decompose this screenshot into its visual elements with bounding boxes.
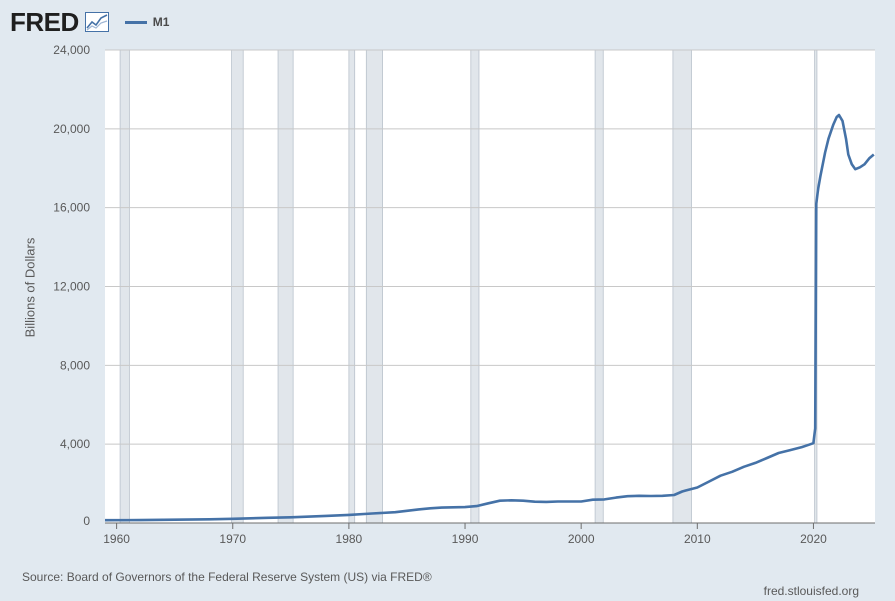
series-line-m1 [104, 113, 875, 522]
chart-legend: M1 [124, 15, 170, 29]
chart-header: FRED M1 [10, 8, 169, 36]
x-tick-label: 2010 [684, 532, 711, 546]
legend-swatch [124, 20, 147, 24]
y-tick-label: 24,000 [53, 43, 90, 57]
y-tick-label: 8,000 [60, 358, 90, 372]
y-tick-label: 16,000 [53, 201, 90, 215]
x-tick-label: 1960 [103, 532, 130, 546]
x-tick-label: 1990 [452, 532, 479, 546]
site-link[interactable]: fred.stlouisfed.org [763, 584, 859, 598]
fred-logo[interactable]: FRED [10, 7, 79, 37]
legend-label: M1 [152, 15, 170, 29]
y-axis-label: Billions of Dollars [22, 237, 38, 338]
y-tick-label: 20,000 [53, 122, 90, 136]
x-tick-label: 1970 [219, 532, 246, 546]
source-note: Source: Board of Governors of the Federa… [22, 570, 432, 584]
x-tick-label: 2020 [800, 532, 827, 546]
x-tick-label: 2000 [568, 532, 595, 546]
y-tick-label: 4,000 [60, 437, 90, 451]
line-chart-icon [84, 12, 109, 32]
y-tick-label: 12,000 [53, 280, 90, 294]
x-tick-label: 1980 [336, 532, 363, 546]
y-tick-label: 0 [83, 514, 90, 528]
